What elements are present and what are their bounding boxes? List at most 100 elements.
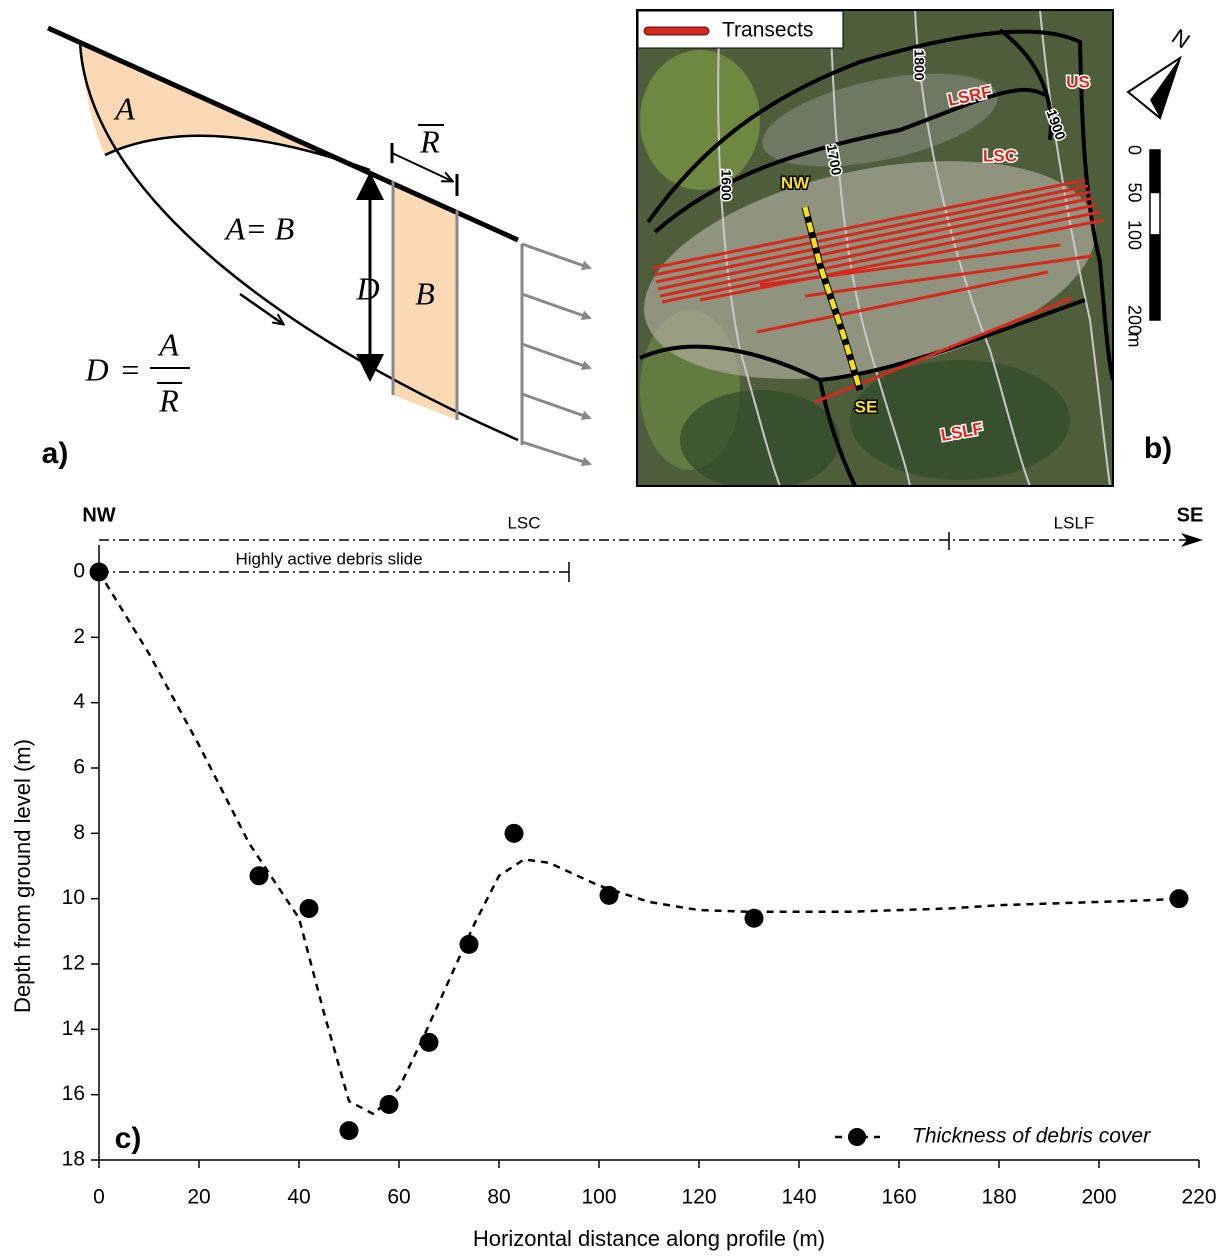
slip-arrow	[239, 292, 283, 324]
arrow-half	[1150, 58, 1180, 118]
profile-end: SE	[1177, 504, 1204, 526]
x-tick-label: 20	[187, 1186, 210, 1209]
arrow-head	[1181, 533, 1203, 547]
transect	[756, 270, 1049, 334]
north-arrow: N	[1126, 24, 1195, 120]
arrow-half	[1126, 55, 1182, 120]
active-label: Highly active debris slide	[235, 549, 422, 568]
contour-label: 1600	[718, 169, 734, 200]
profile-line	[802, 206, 863, 391]
x-tick-label: 220	[1181, 1186, 1216, 1209]
y-tick-label: 12	[62, 952, 85, 975]
velocity-arrow	[521, 292, 592, 321]
x-tick-label: 180	[981, 1186, 1016, 1209]
profile-end: SE	[855, 397, 878, 416]
transect	[653, 184, 1089, 277]
y-axis-label: Depth from ground level (m)	[10, 739, 35, 1013]
slip-surface	[78, 41, 519, 442]
data-point	[599, 885, 619, 905]
transect	[657, 196, 1094, 291]
zone-label: LSC	[507, 513, 540, 532]
arrow-head	[356, 354, 384, 382]
label-r: R	[419, 123, 440, 159]
contour-line	[1039, 10, 1111, 486]
zone-boundary	[646, 29, 1113, 381]
zone-boundary	[653, 87, 1047, 234]
velocity-arrow	[521, 242, 592, 271]
formula-numerator: A	[157, 326, 179, 362]
profile-end: NW	[781, 173, 810, 192]
label-b: B	[415, 275, 435, 311]
slope-surface	[46, 25, 520, 243]
y-tick-label: 2	[73, 625, 85, 648]
y-tick-label: 8	[73, 821, 85, 844]
formula-lhs: D	[84, 351, 108, 387]
contour-label: 1800	[911, 49, 927, 80]
formula-denominator: R	[158, 382, 179, 418]
panel-label: c)	[115, 1122, 142, 1155]
transect	[651, 178, 1086, 270]
forest	[680, 390, 840, 486]
x-tick-label: 40	[287, 1186, 310, 1209]
zone-boundary	[998, 28, 1053, 141]
north-label: N	[1167, 24, 1194, 54]
panel-label: b)	[1144, 432, 1172, 465]
velocity-arrow	[521, 342, 592, 371]
data-point	[504, 823, 524, 843]
x-tick-label: 80	[487, 1186, 510, 1209]
scale-label: 0	[1124, 145, 1144, 155]
map-frame	[636, 9, 1114, 487]
arrow-head	[356, 172, 384, 200]
data-point	[1169, 889, 1189, 909]
y-tick-label: 4	[73, 690, 85, 713]
meadow	[640, 50, 760, 190]
scale-label: 100	[1124, 220, 1144, 250]
data-point	[379, 1094, 399, 1114]
contour-line	[914, 10, 1031, 486]
x-tick-label: 200	[1081, 1186, 1116, 1209]
forest	[850, 360, 1070, 480]
scale-label: 50	[1124, 182, 1144, 202]
zone-label: LSLF	[1054, 513, 1095, 532]
legend-label: Thickness of debris cover	[912, 1125, 1151, 1148]
y-tick-label: 0	[73, 560, 85, 583]
scale-segment	[1149, 191, 1161, 236]
x-tick-label: 100	[581, 1186, 616, 1209]
transect	[759, 243, 1061, 287]
velocity-arrow	[521, 440, 592, 467]
x-tick-label: 160	[881, 1186, 916, 1209]
scale-segment	[1149, 234, 1161, 321]
x-tick-label: 0	[93, 1186, 105, 1209]
zone-label: US	[1066, 72, 1090, 91]
legend-marker	[848, 1128, 866, 1146]
transect	[659, 203, 1097, 298]
x-tick-label: 60	[387, 1186, 410, 1209]
data-point	[299, 898, 319, 918]
displacement-arrow	[391, 152, 452, 181]
transect	[804, 254, 1093, 298]
profile-start: NW	[82, 504, 115, 526]
transect	[699, 218, 1105, 302]
data-point	[249, 866, 269, 886]
scale-label: 200	[1124, 305, 1144, 335]
y-tick-label: 10	[62, 886, 85, 909]
y-tick-label: 6	[73, 756, 85, 779]
data-point	[339, 1121, 359, 1141]
panel-a: A B A= B D R D = A R a)	[42, 25, 592, 470]
panel-b: Transects 1600 1700 1800 1900 LSRF US LS…	[636, 9, 1195, 487]
data-point	[89, 562, 109, 582]
transect	[661, 210, 1101, 304]
x-tick-label: 120	[681, 1186, 716, 1209]
panel-label: a)	[42, 437, 69, 470]
y-tick-label: 16	[62, 1082, 85, 1105]
label-d: D	[355, 270, 379, 306]
data-point	[459, 934, 479, 954]
data-point	[744, 908, 764, 928]
transect	[655, 190, 1091, 284]
data-point	[419, 1032, 439, 1052]
zone-label: LSC	[983, 146, 1017, 165]
